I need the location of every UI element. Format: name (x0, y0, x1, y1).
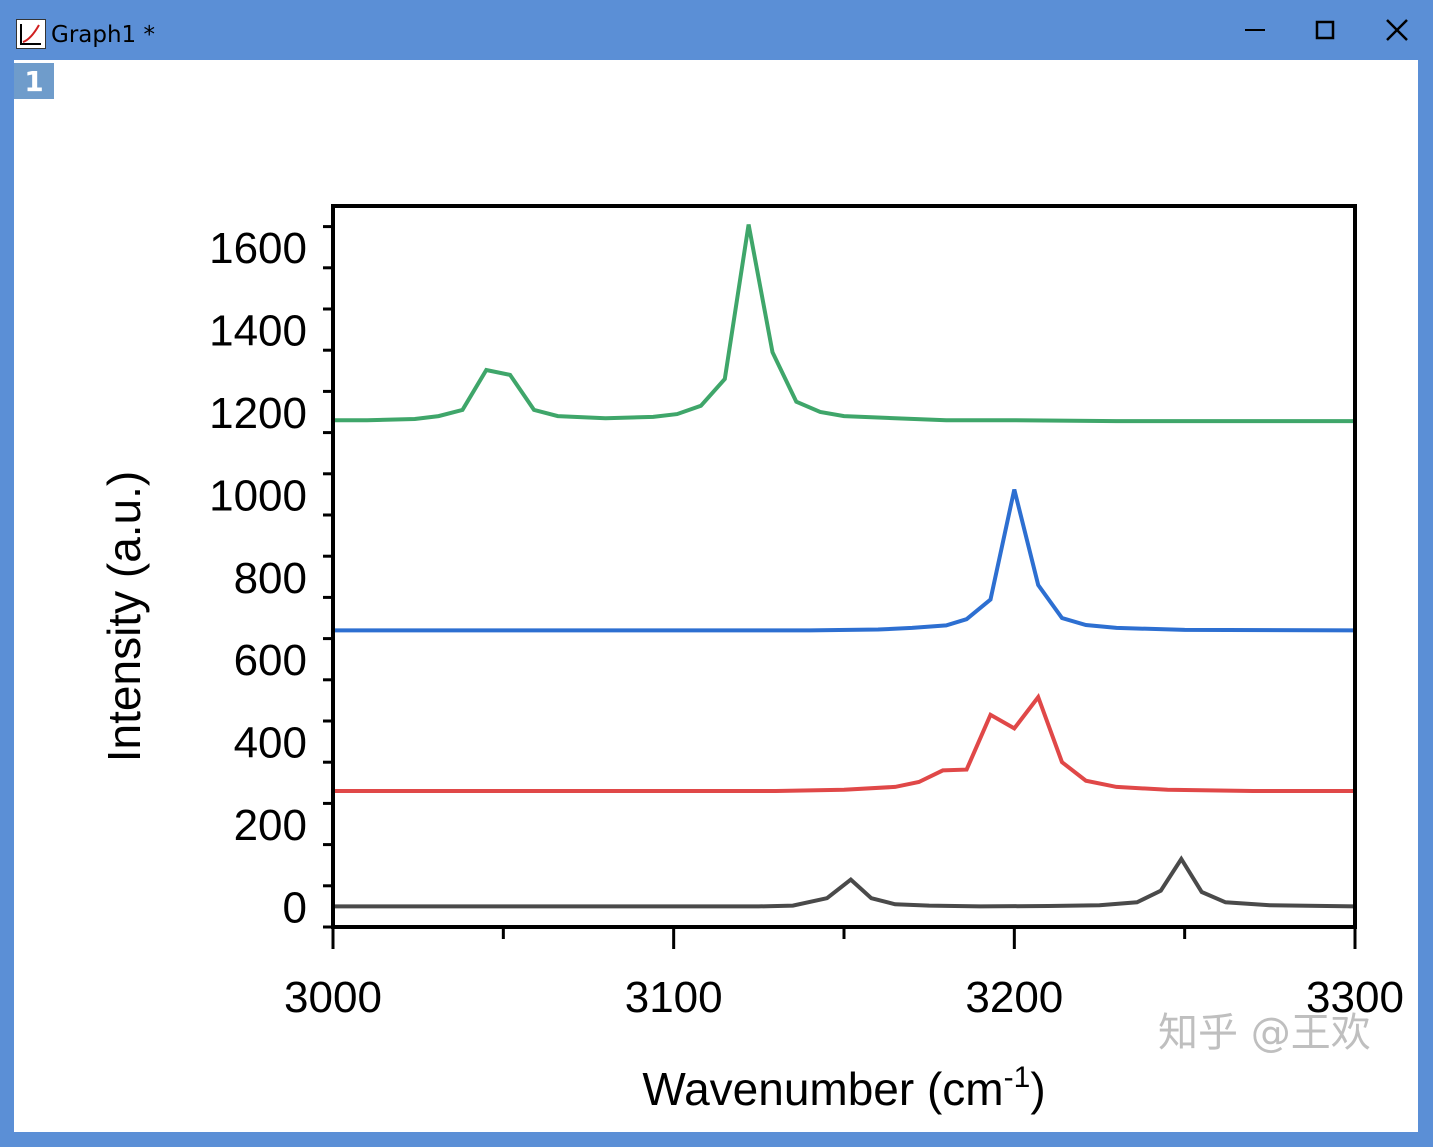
x-tick-label: 3300 (1306, 973, 1404, 1022)
plot-frame (331, 204, 1357, 929)
x-tick-label: 3100 (625, 973, 723, 1022)
y-tick-label: 1000 (209, 471, 307, 520)
y-tick-label: 800 (234, 554, 307, 603)
x-axis-label: Wavenumber (cm-1) (642, 1061, 1045, 1115)
series-line-3 (333, 489, 1356, 633)
maximize-button[interactable] (1300, 10, 1350, 50)
graph-page: 0 200 400 600 800 1000 1200 1400 1600 3000 3100 320… (14, 60, 1418, 1132)
chart[interactable]: 0 200 400 600 800 1000 1200 1400 1600 3000 3100 320… (14, 60, 1418, 1132)
y-axis-label: Intensity (a.u.) (98, 471, 150, 762)
layer-badge[interactable]: 1 (14, 63, 54, 99)
close-icon (1386, 19, 1408, 41)
x-tick-label: 3000 (284, 973, 382, 1022)
y-tick-label: 1200 (209, 389, 307, 438)
series-line-4 (333, 224, 1355, 424)
y-tick-label: 600 (234, 636, 307, 685)
maximize-icon (1315, 20, 1335, 40)
minimize-icon (1245, 29, 1265, 31)
window-title: Graph1 * (51, 22, 155, 48)
minimize-button[interactable] (1230, 10, 1280, 50)
series-line-1 (333, 855, 1356, 909)
close-button[interactable] (1372, 10, 1422, 50)
y-tick-label: 200 (234, 801, 307, 850)
window-titlebar: Graph1 * (0, 0, 1433, 60)
y-tick-label: 1400 (209, 307, 307, 356)
series-line-2 (333, 692, 1355, 793)
y-tick-label: 400 (234, 719, 307, 768)
graph-window-icon (16, 19, 46, 49)
watermark: 知乎 @王欢 (1158, 1010, 1371, 1056)
y-tick-label: 0 (283, 883, 307, 932)
x-tick-label: 3200 (965, 973, 1063, 1022)
y-tick-label: 1600 (209, 224, 307, 273)
